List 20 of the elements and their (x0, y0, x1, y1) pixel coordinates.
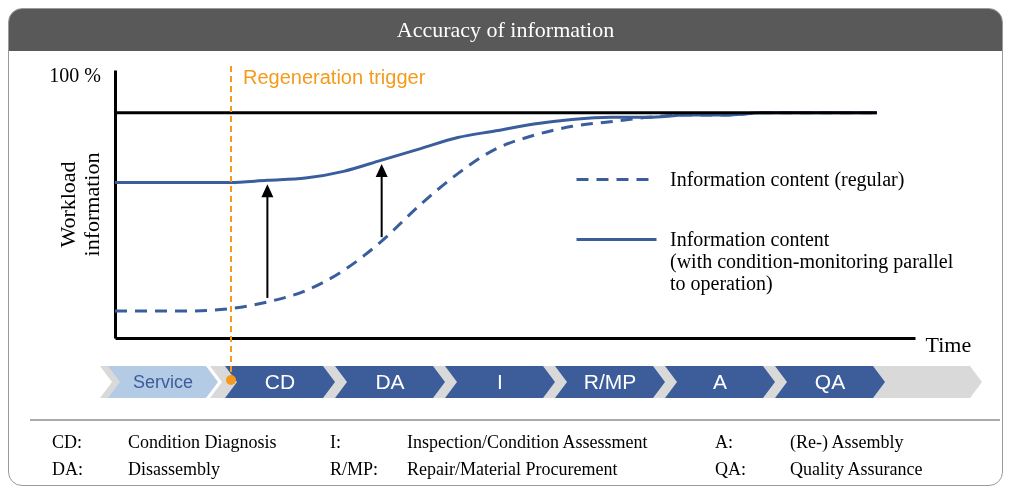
text: Service (132, 371, 194, 392)
text: DA: Disassembly (52, 459, 220, 479)
text: A (712, 369, 728, 393)
legend-label: Information content (with condition-monitoring parallel to operation) (670, 227, 954, 295)
text: I: Inspection/Condition Assessment (330, 432, 648, 452)
text: CD (264, 369, 296, 393)
text: A: (Re-) Assembly (715, 432, 904, 452)
text: R/MP: Repair/Material Procurement (330, 459, 618, 479)
legend-label: Information content (regular) (670, 167, 905, 191)
x-axis-title: Time (925, 331, 972, 357)
y-axis-title: Workload information (54, 152, 104, 257)
text: DA (375, 369, 405, 393)
text: CD: Condition Diagnosis (52, 432, 277, 452)
text: QA: Quality Assurance (715, 459, 923, 479)
text: I (497, 369, 503, 393)
text: QA (814, 369, 846, 393)
text: Regeneration trigger (243, 66, 426, 89)
ref-line-label: 100 % (49, 63, 101, 86)
text: R/MP (583, 369, 637, 393)
chart-title: Accuracy of information (9, 9, 1002, 51)
